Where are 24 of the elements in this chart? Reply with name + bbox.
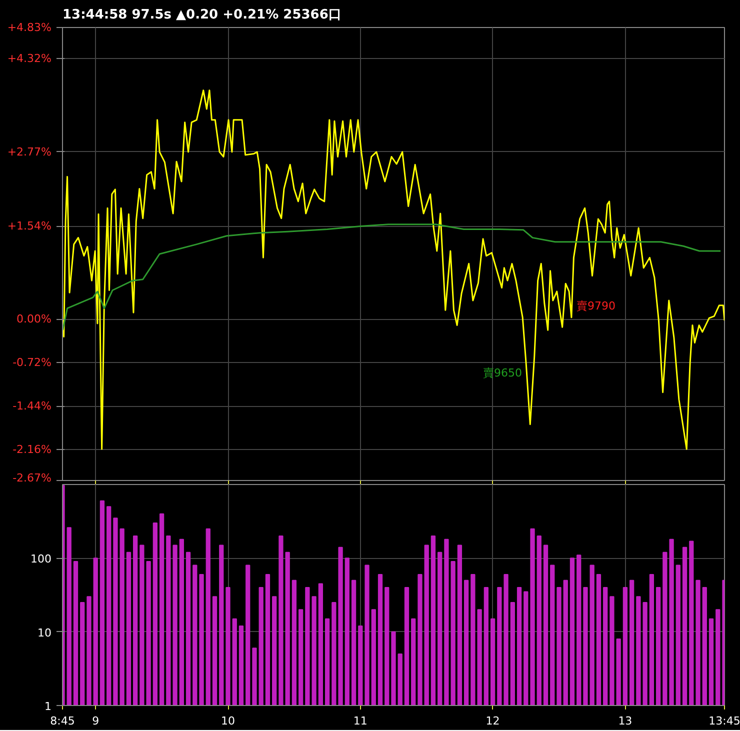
x-tick-label: 13 — [618, 714, 632, 728]
y-tick-label: +4.32% — [7, 52, 52, 65]
line-series — [62, 224, 722, 331]
x-tick-label: 12 — [486, 714, 500, 728]
y-tick-label: +1.54% — [7, 220, 52, 233]
y-tick-label: 1 — [44, 700, 52, 713]
annotation: 賣9650 — [483, 366, 522, 380]
y-tick-label: 100 — [30, 552, 52, 566]
x-tick-label: 9 — [92, 714, 100, 728]
x-tick-label: 13:45 — [708, 714, 740, 728]
y-tick-label: -1.44% — [12, 400, 52, 413]
annotation: 賣9790 — [576, 299, 616, 312]
y-tick-label: 10 — [38, 626, 52, 640]
y-tick-label: +4.83% — [7, 21, 52, 34]
y-tick-label: +2.77% — [7, 145, 52, 158]
line-series — [62, 90, 724, 450]
y-tick-label: -0.72% — [12, 356, 52, 370]
y-tick-label: -2.16% — [12, 443, 52, 456]
x-tick-label: 8:45 — [50, 714, 75, 728]
x-tick-label: 10 — [221, 714, 235, 728]
y-tick-label: -2.67% — [12, 472, 52, 484]
chart-title: 13:44:58 97.5s ▲0.20 +0.21% 25366口 — [62, 8, 342, 22]
x-tick-label: 11 — [353, 714, 368, 728]
y-tick-label: 0.00% — [16, 312, 52, 326]
